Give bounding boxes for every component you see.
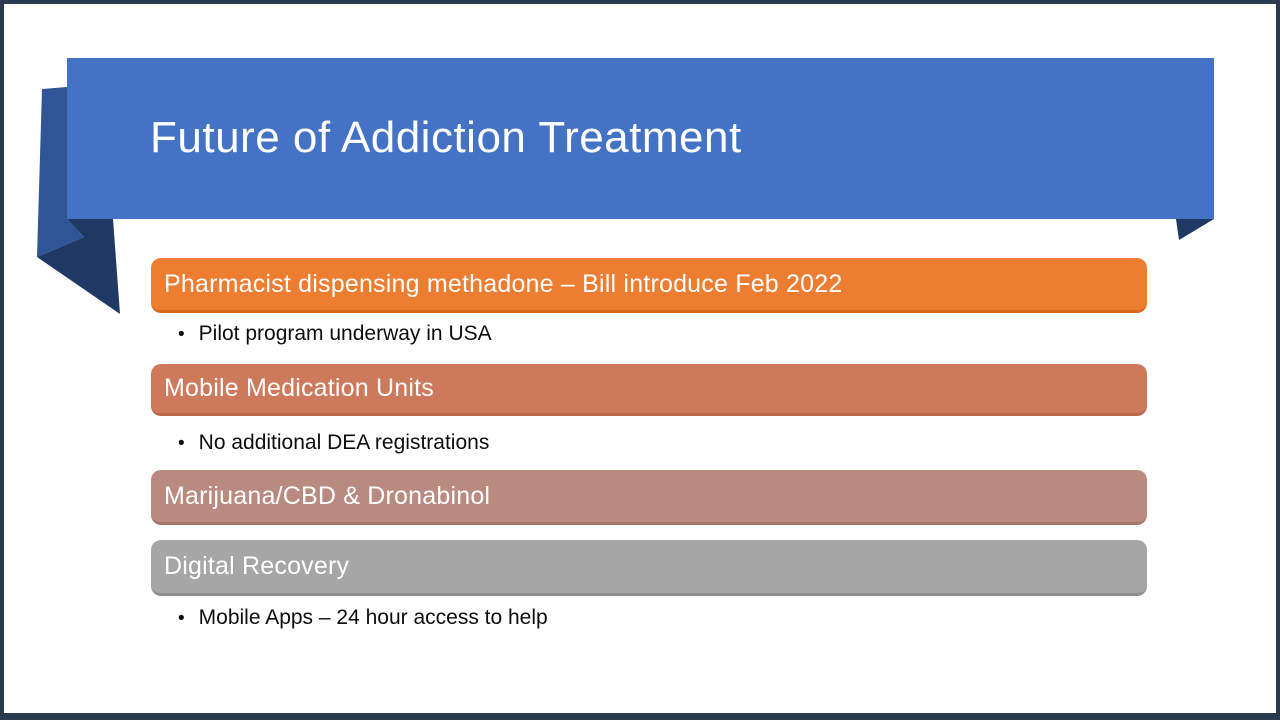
- list-bar-heading: Marijuana/CBD & Dronabinol: [164, 481, 491, 510]
- slide-border-left: [0, 0, 4, 720]
- slide-border-bottom: [0, 713, 1280, 720]
- bullet-text: Mobile Apps – 24 hour access to help: [198, 606, 548, 629]
- bullet-text: No additional DEA registrations: [198, 431, 490, 454]
- slide-border-right: [1276, 0, 1280, 720]
- bullet-item: • Pilot program underway in USA: [178, 320, 492, 349]
- bullet-item: • No additional DEA registrations: [178, 429, 489, 458]
- slide-border-top: [0, 0, 1280, 4]
- bullet-dot-icon: •: [178, 324, 185, 345]
- list-bar-mobile-units: Mobile Medication Units: [151, 364, 1147, 416]
- list-bar-heading: Digital Recovery: [164, 552, 350, 580]
- list-bar-digital-recovery: Digital Recovery: [151, 540, 1147, 596]
- slide-title: Future of Addiction Treatment: [150, 113, 742, 162]
- list-bar-pharmacist: Pharmacist dispensing methadone – Bill i…: [151, 258, 1147, 313]
- ribbon-left-fold: [37, 87, 84, 257]
- ribbon-right-tail: [1176, 219, 1214, 240]
- list-bar-heading: Pharmacist dispensing methadone – Bill i…: [164, 269, 843, 298]
- bullet-dot-icon: •: [178, 608, 185, 629]
- ribbon-left-tail: [37, 219, 120, 314]
- list-bar-marijuana: Marijuana/CBD & Dronabinol: [151, 470, 1147, 525]
- bullet-dot-icon: •: [178, 433, 185, 454]
- bullet-text: Pilot program underway in USA: [198, 322, 492, 345]
- ribbon-banner-rect: [67, 58, 1214, 219]
- bullet-item: • Mobile Apps – 24 hour access to help: [178, 604, 548, 633]
- list-bar-heading: Mobile Medication Units: [164, 374, 434, 402]
